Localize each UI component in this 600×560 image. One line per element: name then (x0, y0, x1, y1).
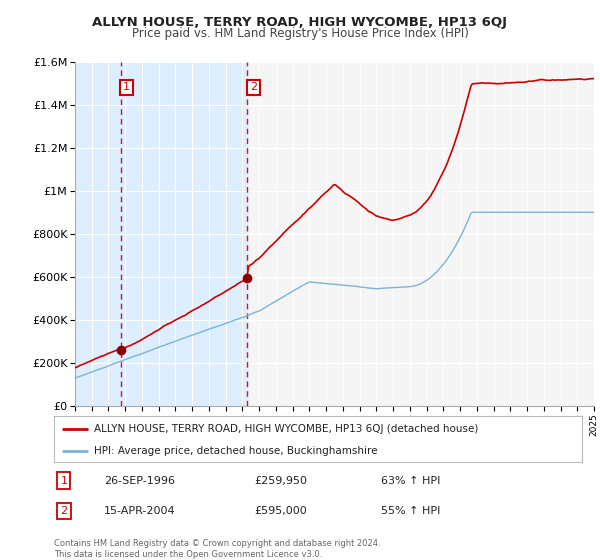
Text: 1: 1 (123, 82, 130, 92)
Text: 26-SEP-1996: 26-SEP-1996 (104, 475, 175, 486)
Text: ALLYN HOUSE, TERRY ROAD, HIGH WYCOMBE, HP13 6QJ (detached house): ALLYN HOUSE, TERRY ROAD, HIGH WYCOMBE, H… (94, 424, 478, 434)
Text: 15-APR-2004: 15-APR-2004 (104, 506, 176, 516)
Text: 1: 1 (61, 475, 67, 486)
Text: 2: 2 (250, 82, 257, 92)
Text: Contains HM Land Registry data © Crown copyright and database right 2024.
This d: Contains HM Land Registry data © Crown c… (54, 539, 380, 559)
Text: 55% ↑ HPI: 55% ↑ HPI (382, 506, 441, 516)
Text: 63% ↑ HPI: 63% ↑ HPI (382, 475, 441, 486)
Text: ALLYN HOUSE, TERRY ROAD, HIGH WYCOMBE, HP13 6QJ: ALLYN HOUSE, TERRY ROAD, HIGH WYCOMBE, H… (92, 16, 508, 29)
Text: HPI: Average price, detached house, Buckinghamshire: HPI: Average price, detached house, Buck… (94, 446, 377, 455)
Text: £595,000: £595,000 (254, 506, 307, 516)
Bar (75, 62, 247, 406)
Text: 2: 2 (61, 506, 67, 516)
Text: Price paid vs. HM Land Registry's House Price Index (HPI): Price paid vs. HM Land Registry's House … (131, 27, 469, 40)
Text: £259,950: £259,950 (254, 475, 308, 486)
